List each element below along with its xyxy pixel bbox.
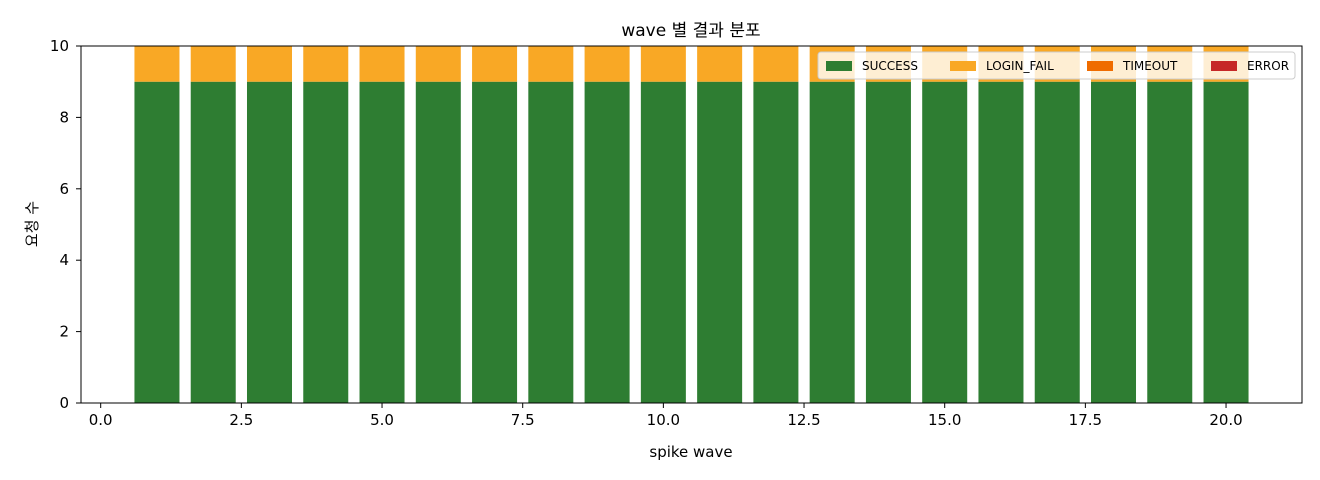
- bar-success-3: [246, 81, 292, 403]
- x-tick-label: 12.5: [787, 411, 820, 429]
- bar-login-fail-2: [190, 46, 236, 82]
- x-tick-label: 17.5: [1069, 411, 1102, 429]
- legend-label-success: SUCCESS: [862, 59, 918, 73]
- bar-success-19: [1147, 81, 1193, 403]
- chart-title: wave 별 결과 분포: [621, 21, 760, 41]
- legend-swatch-timeout: [1087, 61, 1113, 71]
- legend-swatch-login-fail: [950, 61, 976, 71]
- bar-login-fail-4: [303, 46, 349, 82]
- bar-login-fail-12: [753, 46, 799, 82]
- bar-login-fail-9: [584, 46, 630, 82]
- bar-success-7: [472, 81, 518, 403]
- ticks-layer: 0.0 2.5 5.0 7.5 10.0 12.5 15.0 17.5 20.0 0 2 4 6 8 10: [50, 37, 1243, 429]
- legend-swatch-success: [826, 61, 852, 71]
- bar-login-fail-5: [359, 46, 405, 82]
- y-tick-label: 2: [59, 323, 69, 341]
- bar-login-fail-1: [134, 46, 180, 82]
- bar-success-11: [697, 81, 743, 403]
- bar-success-17: [1034, 81, 1080, 403]
- y-axis-title: 요청 수: [23, 201, 41, 247]
- bar-login-fail-7: [472, 46, 518, 82]
- bar-login-fail-3: [246, 46, 292, 82]
- legend-box: [817, 51, 1296, 80]
- bar-success-14: [865, 81, 911, 403]
- bars-layer: [134, 46, 1249, 403]
- y-tick-label: 6: [59, 180, 69, 198]
- plot-frame: [80, 45, 1303, 404]
- x-tick-label: 0.0: [89, 411, 113, 429]
- bar-success-15: [922, 81, 968, 403]
- legend-swatch-error: [1211, 61, 1237, 71]
- x-axis-title: spike wave: [649, 443, 732, 461]
- bar-success-16: [978, 81, 1024, 403]
- bar-success-13: [809, 81, 855, 403]
- bar-success-1: [134, 81, 180, 403]
- bar-success-5: [359, 81, 405, 403]
- bar-login-fail-11: [697, 46, 743, 82]
- bar-success-8: [528, 81, 574, 403]
- bar-success-9: [584, 81, 630, 403]
- bar-success-6: [415, 81, 461, 403]
- y-tick-label: 8: [59, 108, 69, 126]
- bar-success-10: [640, 81, 686, 403]
- x-tick-label: 5.0: [370, 411, 394, 429]
- bar-success-2: [190, 81, 236, 403]
- bar-success-4: [303, 81, 349, 403]
- y-tick-label: 4: [59, 251, 69, 269]
- y-tick-label: 10: [50, 37, 69, 55]
- bar-success-18: [1091, 81, 1137, 403]
- bar-success-12: [753, 81, 799, 403]
- y-tick-label: 0: [59, 394, 69, 412]
- legend-label-timeout: TIMEOUT: [1122, 59, 1178, 73]
- bar-login-fail-10: [640, 46, 686, 82]
- bar-success-20: [1203, 81, 1249, 403]
- x-tick-label: 20.0: [1209, 411, 1242, 429]
- x-tick-label: 15.0: [928, 411, 961, 429]
- legend: SUCCESS LOGIN_FAIL TIMEOUT ERROR: [817, 51, 1296, 80]
- x-tick-label: 2.5: [229, 411, 253, 429]
- x-tick-label: 7.5: [511, 411, 535, 429]
- legend-label-error: ERROR: [1247, 59, 1289, 73]
- bar-login-fail-8: [528, 46, 574, 82]
- legend-label-login-fail: LOGIN_FAIL: [986, 59, 1054, 73]
- bar-login-fail-6: [415, 46, 461, 82]
- x-tick-label: 10.0: [647, 411, 680, 429]
